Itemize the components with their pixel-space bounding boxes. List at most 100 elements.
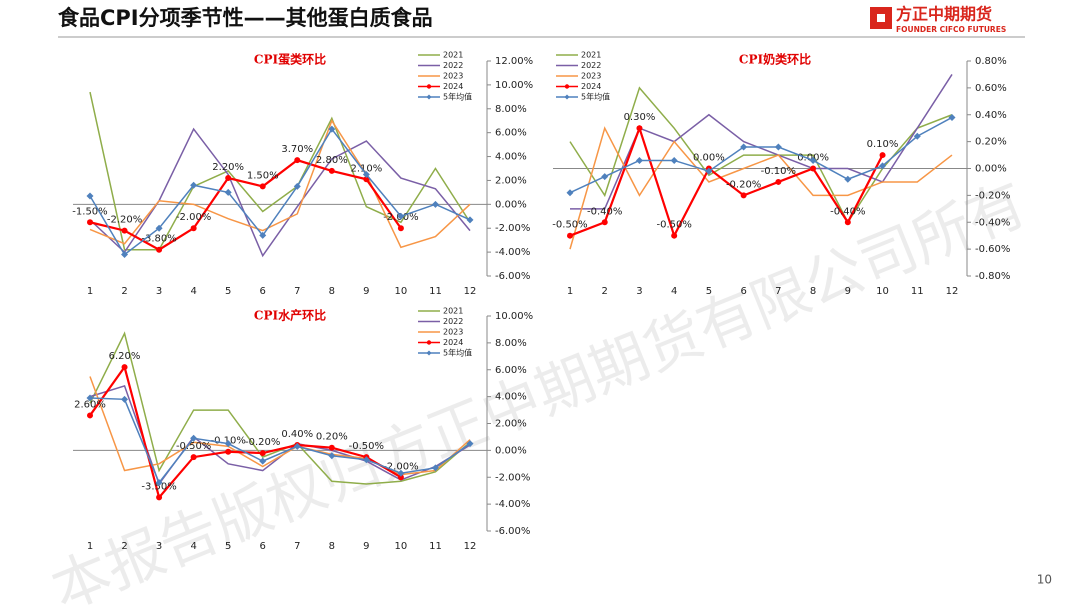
data-label: -2.00% (383, 461, 418, 472)
x-tick-label: 11 (911, 286, 924, 297)
data-label: 0.00% (693, 153, 725, 164)
point (431, 464, 439, 472)
legend-label: 5年均值 (443, 348, 472, 358)
x-tick-label: 3 (156, 286, 162, 297)
point (294, 157, 301, 164)
legend-label: 2023 (443, 328, 463, 337)
point (397, 212, 405, 220)
legend-marker (426, 350, 432, 356)
y-tick-label: -0.40% (975, 217, 1010, 228)
point (190, 225, 197, 232)
data-label: -1.50% (72, 206, 107, 217)
point (775, 178, 782, 185)
point (86, 394, 94, 402)
point (156, 494, 163, 501)
point (224, 440, 232, 448)
y-tick-label: 2.00% (495, 419, 527, 430)
point (740, 143, 748, 151)
legend-marker (564, 84, 570, 89)
legend-label: 2023 (443, 72, 463, 81)
point (224, 188, 232, 196)
y-tick-label: 10.00% (495, 311, 533, 322)
point (671, 232, 678, 239)
point (259, 183, 266, 190)
x-tick-label: 10 (395, 541, 408, 552)
point (328, 452, 336, 460)
y-tick-label: 8.00% (495, 104, 527, 115)
point (774, 143, 782, 151)
x-tick-label: 2 (121, 286, 127, 297)
point (913, 132, 921, 140)
x-tick-label: 1 (567, 286, 573, 297)
point (740, 192, 747, 199)
y-tick-label: -6.00% (495, 526, 530, 537)
point (362, 456, 370, 464)
point (328, 125, 336, 133)
x-tick-label: 8 (810, 286, 816, 297)
point (190, 454, 197, 461)
y-tick-label: -4.00% (495, 247, 530, 258)
data-label: 2.80% (316, 155, 348, 166)
point (466, 440, 474, 448)
legend-label: 2024 (443, 82, 463, 91)
point (670, 156, 678, 164)
x-tick-label: 4 (190, 541, 196, 552)
point (397, 469, 405, 477)
slide-title: 食品CPI分项季节性——其他蛋白质食品 (58, 6, 433, 30)
data-label: -0.20% (245, 437, 280, 448)
point (328, 167, 335, 174)
logo-icon-inner (877, 14, 885, 22)
point (155, 479, 163, 487)
x-tick-label: 2 (121, 541, 127, 552)
point (601, 219, 608, 226)
point (225, 448, 232, 455)
legend-label: 2022 (443, 61, 463, 70)
y-tick-label: 0.80% (975, 56, 1007, 67)
legend-marker (426, 94, 432, 100)
data-label: 0.30% (624, 112, 656, 123)
y-tick-label: 6.00% (495, 128, 527, 139)
data-label: -3.80% (141, 234, 176, 245)
legend-marker (564, 94, 570, 100)
point (879, 152, 886, 159)
point (293, 442, 301, 450)
legend-marker (426, 340, 432, 345)
chart-title: CPI蛋类环比 (254, 52, 326, 67)
x-tick-label: 7 (294, 286, 300, 297)
x-tick-label: 10 (395, 286, 408, 297)
x-tick-label: 1 (87, 541, 93, 552)
data-label: -0.20% (726, 179, 761, 190)
point (635, 156, 643, 164)
y-tick-label: -0.80% (975, 271, 1010, 282)
legend-label: 2023 (581, 72, 601, 81)
data-label: -0.50% (349, 441, 384, 452)
x-tick-label: 6 (260, 541, 266, 552)
y-tick-label: -0.60% (975, 244, 1010, 255)
point (879, 162, 887, 170)
data-label: 2.10% (350, 163, 382, 174)
y-tick-label: 2.00% (495, 175, 527, 186)
data-label: 0.20% (316, 432, 348, 443)
y-tick-label: 4.00% (495, 392, 527, 403)
point (225, 175, 232, 182)
point (121, 227, 128, 234)
y-tick-label: 8.00% (495, 338, 527, 349)
x-tick-label: 5 (225, 286, 231, 297)
point (155, 224, 163, 232)
x-tick-label: 1 (87, 286, 93, 297)
data-label: 2.20% (212, 162, 244, 173)
point (86, 192, 94, 200)
series-line (89, 397, 471, 485)
x-tick-label: 6 (740, 286, 746, 297)
x-tick-label: 4 (671, 286, 677, 297)
point (156, 246, 163, 253)
data-label: 2.60% (74, 399, 106, 410)
point (328, 444, 335, 451)
point (362, 170, 370, 178)
legend-label: 2024 (443, 338, 463, 347)
x-tick-label: 6 (260, 286, 266, 297)
data-label: -0.40% (830, 206, 865, 217)
data-label: 1.50% (247, 170, 279, 181)
logo-cn: 方正中期期货 (896, 5, 992, 24)
x-tick-label: 4 (190, 286, 196, 297)
